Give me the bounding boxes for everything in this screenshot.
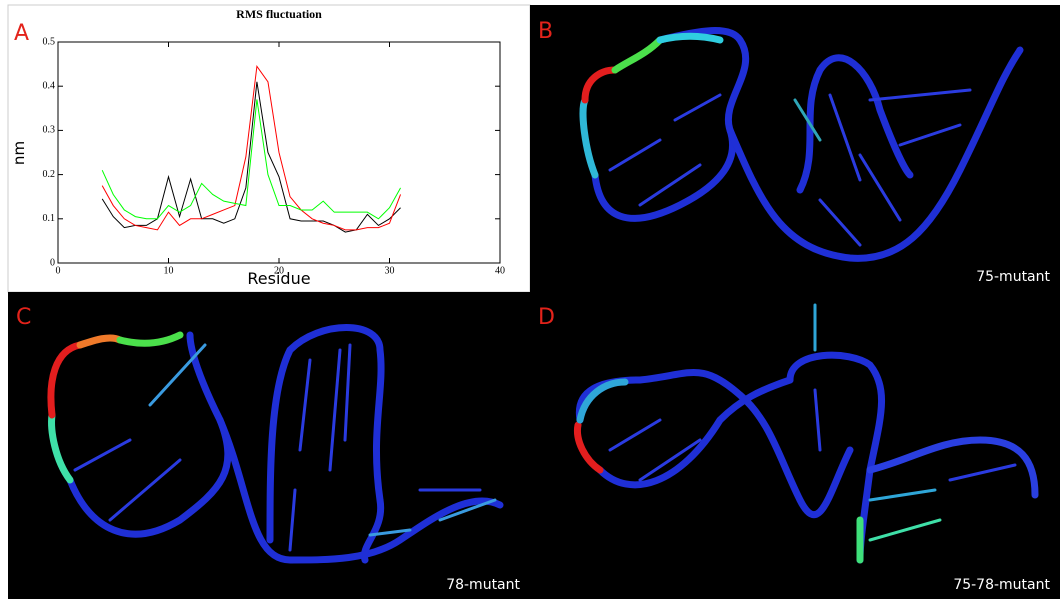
x-tick-label: 40: [495, 265, 505, 276]
molecule-d: [573, 303, 1039, 564]
caption: 75-78-mutant: [953, 577, 1050, 593]
panel-label: C: [16, 305, 31, 330]
chart-title: RMS fluctuation: [236, 7, 322, 21]
rmsf-chart: RMS fluctuation Residue nm 0 0.1 0.2 0.3 0.4…: [10, 7, 505, 288]
panel-a-bg: [7, 4, 531, 293]
series-line: [101, 99, 401, 220]
panel-label: A: [14, 21, 29, 46]
x-tick-label: 10: [164, 265, 174, 276]
panel-d-bg: [530, 292, 1060, 599]
y-tick-label: 0.3: [43, 125, 56, 136]
y-tick-label: 0.4: [43, 80, 56, 91]
x-tick-label: 0: [56, 265, 61, 276]
series-line: [101, 81, 401, 233]
molecule-b: [579, 27, 1024, 262]
series-line: [101, 64, 402, 231]
panel-label: D: [538, 305, 555, 330]
y-tick-label: 0.1: [43, 213, 56, 224]
panel-b-bg: [530, 5, 1060, 292]
y-tick-label: 0.2: [43, 169, 56, 180]
y-tick-label: 0: [50, 257, 55, 268]
y-tick-label: 0.5: [43, 36, 56, 47]
y-axis-label: nm: [10, 141, 28, 165]
panel-label: B: [538, 19, 553, 44]
caption: 75-mutant: [976, 269, 1050, 285]
caption: 78-mutant: [446, 577, 520, 593]
x-tick-label: 30: [385, 265, 395, 276]
x-axis-label: Residue: [247, 269, 310, 288]
molecule-c: [47, 324, 504, 564]
x-tick-label: 20: [274, 265, 284, 276]
